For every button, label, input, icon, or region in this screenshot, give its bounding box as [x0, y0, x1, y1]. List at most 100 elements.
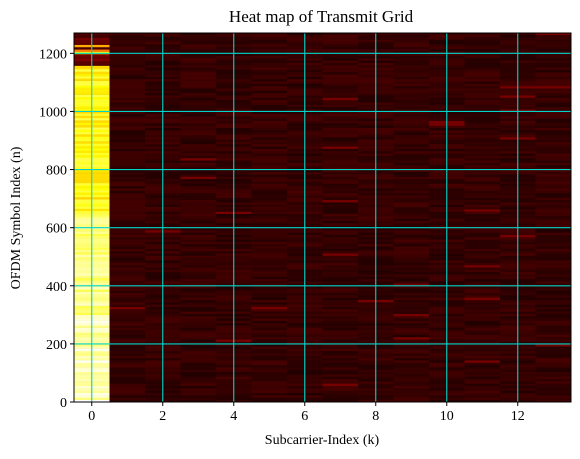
heatmap-cell	[536, 81, 572, 84]
heatmap-cell	[323, 302, 359, 305]
heatmap-cell	[252, 265, 288, 268]
heatmap-cell	[323, 63, 359, 66]
heatmap-cell	[394, 160, 430, 163]
heatmap-cell	[323, 209, 359, 212]
heatmap-cell	[110, 67, 146, 70]
heatmap-cell	[323, 353, 359, 356]
heatmap-cell	[181, 190, 217, 193]
heatmap-cell	[323, 237, 359, 240]
heatmap-cell	[536, 223, 572, 226]
heatmap-cell	[536, 356, 572, 359]
heatmap-cell	[181, 174, 217, 177]
heatmap-cell	[181, 288, 217, 291]
heatmap-cell	[252, 207, 288, 210]
heatmap-cell	[110, 128, 146, 131]
heatmap-cell	[323, 46, 359, 49]
heatmap-cell	[252, 388, 288, 391]
heatmap-cell	[394, 39, 430, 42]
heatmap-cell	[252, 318, 288, 321]
heatmap-cell	[536, 100, 572, 103]
heatmap-cell	[465, 86, 501, 89]
heatmap-cell	[110, 360, 146, 363]
heatmap-cell	[181, 218, 217, 221]
heatmap-cell	[536, 397, 572, 400]
heatmap-cell	[110, 267, 146, 270]
heatmap-cell	[252, 56, 288, 59]
heatmap-cell	[536, 125, 572, 128]
heatmap-cell	[252, 118, 288, 121]
heatmap-cell	[110, 121, 146, 124]
heatmap-cell	[536, 121, 572, 124]
heatmap-cell	[394, 293, 430, 296]
heatmap-cell	[110, 81, 146, 84]
heatmap-cell	[394, 339, 430, 342]
heatmap-cell	[181, 267, 217, 270]
heatmap-cell	[181, 239, 217, 242]
heatmap-cell	[181, 49, 217, 52]
heatmap-cell	[181, 104, 217, 107]
heatmap-cell	[465, 249, 501, 252]
heatmap-cell	[252, 160, 288, 163]
heatmap-cell	[252, 244, 288, 247]
heatmap-cell	[323, 218, 359, 221]
heatmap-cell	[323, 358, 359, 361]
heatmap-cell	[536, 181, 572, 184]
heatmap-cell	[465, 376, 501, 379]
heatmap-cell	[110, 358, 146, 361]
heatmap-cell	[110, 263, 146, 266]
heatmap-cell	[181, 379, 217, 382]
heatmap-cell	[252, 116, 288, 119]
x-tick-label: 0	[88, 409, 95, 424]
heatmap-cell	[465, 386, 501, 389]
heatmap-cell	[323, 160, 359, 163]
heatmap-cell	[536, 388, 572, 391]
heatmap-cell	[110, 56, 146, 59]
heatmap-cell	[181, 184, 217, 187]
heatmap-cell	[323, 211, 359, 214]
heatmap-cell	[110, 221, 146, 224]
heatmap-cell	[394, 279, 430, 282]
heatmap-cell	[110, 251, 146, 254]
heatmap-cell	[323, 339, 359, 342]
heatmap-cell	[465, 332, 501, 335]
heatmap-cell	[536, 214, 572, 217]
heatmap-cell	[181, 188, 217, 191]
heatmap-cell	[181, 44, 217, 47]
heatmap-cell	[252, 307, 288, 310]
heatmap-cell	[110, 218, 146, 221]
heatmap-cell	[181, 365, 217, 368]
heatmap-cell	[465, 356, 501, 359]
heatmap-cell	[110, 379, 146, 382]
heatmap-cell	[252, 88, 288, 91]
heatmap-cell	[181, 297, 217, 300]
heatmap-cell	[394, 381, 430, 384]
heatmap-cell	[394, 253, 430, 256]
heatmap-cell	[181, 81, 217, 84]
heatmap-cell	[110, 321, 146, 324]
heatmap-cell	[323, 84, 359, 87]
heatmap-cell	[181, 307, 217, 310]
heatmap-cell	[110, 209, 146, 212]
heatmap-cell	[252, 84, 288, 87]
heatmap-cell	[536, 63, 572, 66]
heatmap-cell	[394, 63, 430, 66]
heatmap-cell	[465, 74, 501, 77]
heatmap-cell	[252, 132, 288, 135]
heatmap-cell	[323, 349, 359, 352]
heatmap-cell	[323, 93, 359, 96]
heatmap-cell	[323, 121, 359, 124]
heatmap-cell	[252, 328, 288, 331]
heatmap-cell	[536, 221, 572, 224]
heatmap-cell	[323, 35, 359, 38]
heatmap-cell	[252, 186, 288, 189]
heatmap-cell	[394, 332, 430, 335]
heatmap-cell	[394, 316, 430, 319]
heatmap-cell	[465, 144, 501, 147]
heatmap-cell	[536, 272, 572, 275]
heatmap-cell	[394, 290, 430, 293]
heatmap-cell	[465, 302, 501, 305]
heatmap-cell	[394, 179, 430, 182]
heatmap-cell	[181, 302, 217, 305]
heatmap-cell	[323, 307, 359, 310]
heatmap-cell	[394, 200, 430, 203]
